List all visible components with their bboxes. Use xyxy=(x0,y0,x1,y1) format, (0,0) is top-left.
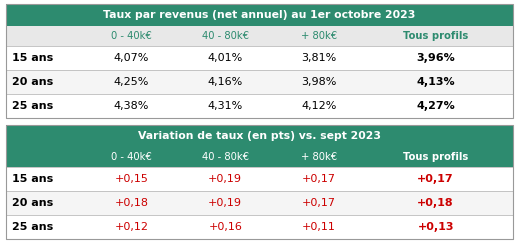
Text: 3,81%: 3,81% xyxy=(302,53,337,63)
Text: Tous profils: Tous profils xyxy=(403,152,468,162)
Text: +0,19: +0,19 xyxy=(208,174,242,184)
Text: 4,01%: 4,01% xyxy=(208,53,243,63)
Bar xyxy=(6,125,513,147)
Bar xyxy=(6,70,513,94)
Bar xyxy=(6,46,513,70)
Text: +0,19: +0,19 xyxy=(208,198,242,208)
Text: Taux par revenus (net annuel) au 1er octobre 2023: Taux par revenus (net annuel) au 1er oct… xyxy=(103,10,416,20)
Bar xyxy=(6,125,513,239)
Text: Tous profils: Tous profils xyxy=(403,31,468,41)
Text: 20 ans: 20 ans xyxy=(12,77,53,87)
Text: +0,16: +0,16 xyxy=(208,222,242,232)
Text: +0,13: +0,13 xyxy=(417,222,454,232)
Text: +0,18: +0,18 xyxy=(417,198,454,208)
Bar xyxy=(6,4,513,118)
Bar xyxy=(6,167,513,191)
Text: +0,12: +0,12 xyxy=(115,222,148,232)
Text: +0,15: +0,15 xyxy=(115,174,148,184)
Text: + 80k€: + 80k€ xyxy=(301,152,337,162)
Text: 4,13%: 4,13% xyxy=(416,77,455,87)
Text: 4,31%: 4,31% xyxy=(208,101,243,111)
Bar xyxy=(6,4,513,118)
Bar xyxy=(6,215,513,239)
Text: +0,11: +0,11 xyxy=(302,222,336,232)
Text: 15 ans: 15 ans xyxy=(12,53,53,63)
Text: 4,25%: 4,25% xyxy=(114,77,149,87)
Text: +0,17: +0,17 xyxy=(302,174,336,184)
Text: Variation de taux (en pts) vs. sept 2023: Variation de taux (en pts) vs. sept 2023 xyxy=(138,131,381,141)
Bar xyxy=(6,191,513,215)
Text: +0,18: +0,18 xyxy=(115,198,148,208)
Bar xyxy=(6,94,513,118)
Bar xyxy=(6,4,513,26)
Text: 4,12%: 4,12% xyxy=(302,101,337,111)
Text: 3,98%: 3,98% xyxy=(302,77,337,87)
Text: 15 ans: 15 ans xyxy=(12,174,53,184)
Text: +0,17: +0,17 xyxy=(417,174,454,184)
Text: 0 - 40k€: 0 - 40k€ xyxy=(111,152,152,162)
Text: 25 ans: 25 ans xyxy=(12,222,53,232)
Text: 4,16%: 4,16% xyxy=(208,77,243,87)
Text: 4,07%: 4,07% xyxy=(114,53,149,63)
Bar xyxy=(6,147,513,167)
Text: 20 ans: 20 ans xyxy=(12,198,53,208)
Text: 0 - 40k€: 0 - 40k€ xyxy=(111,31,152,41)
Text: + 80k€: + 80k€ xyxy=(301,31,337,41)
Text: 40 - 80k€: 40 - 80k€ xyxy=(202,152,249,162)
Bar xyxy=(6,26,513,46)
Bar xyxy=(6,125,513,239)
Text: 25 ans: 25 ans xyxy=(12,101,53,111)
Text: 4,38%: 4,38% xyxy=(114,101,149,111)
Text: 40 - 80k€: 40 - 80k€ xyxy=(202,31,249,41)
Text: +0,17: +0,17 xyxy=(302,198,336,208)
Text: 3,96%: 3,96% xyxy=(416,53,455,63)
Text: 4,27%: 4,27% xyxy=(416,101,455,111)
